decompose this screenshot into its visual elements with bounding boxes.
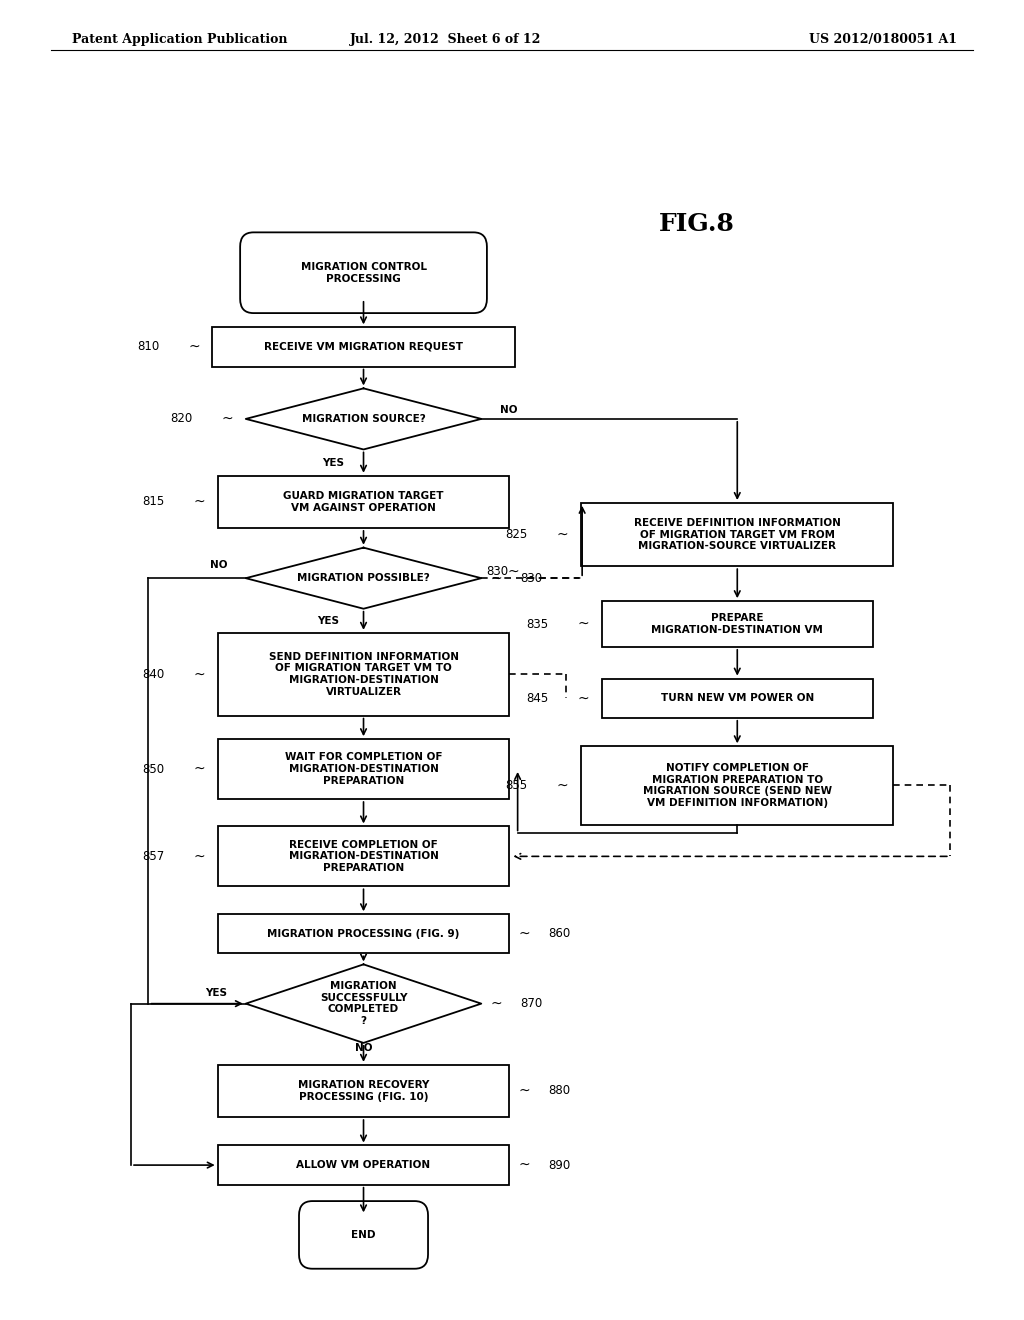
Text: ~: ~	[194, 762, 205, 776]
Text: ~: ~	[194, 667, 205, 681]
Text: 860: 860	[549, 928, 570, 940]
Text: ~: ~	[490, 997, 503, 1011]
Text: MIGRATION CONTROL
PROCESSING: MIGRATION CONTROL PROCESSING	[300, 261, 427, 284]
Text: SEND DEFINITION INFORMATION
OF MIGRATION TARGET VM TO
MIGRATION-DESTINATION
VIRT: SEND DEFINITION INFORMATION OF MIGRATION…	[268, 652, 459, 697]
FancyBboxPatch shape	[217, 475, 509, 528]
Text: ~: ~	[188, 341, 200, 354]
Text: MIGRATION POSSIBLE?: MIGRATION POSSIBLE?	[297, 573, 430, 583]
Text: 850: 850	[142, 763, 164, 776]
Text: 840: 840	[142, 668, 164, 681]
Text: NOTIFY COMPLETION OF
MIGRATION PREPARATION TO
MIGRATION SOURCE (SEND NEW
VM DEFI: NOTIFY COMPLETION OF MIGRATION PREPARATI…	[643, 763, 831, 808]
Text: GUARD MIGRATION TARGET
VM AGAINST OPERATION: GUARD MIGRATION TARGET VM AGAINST OPERAT…	[284, 491, 443, 512]
Text: ~: ~	[194, 495, 205, 508]
Text: NO: NO	[210, 560, 227, 570]
Text: ~: ~	[194, 849, 205, 863]
Text: END: END	[351, 1230, 376, 1239]
FancyBboxPatch shape	[601, 601, 872, 647]
FancyBboxPatch shape	[601, 678, 872, 718]
Text: 855: 855	[506, 779, 528, 792]
Text: ~: ~	[557, 779, 568, 792]
Text: 810: 810	[137, 341, 160, 354]
FancyBboxPatch shape	[213, 327, 514, 367]
Polygon shape	[246, 548, 481, 609]
Text: Jul. 12, 2012  Sheet 6 of 12: Jul. 12, 2012 Sheet 6 of 12	[350, 33, 541, 46]
FancyBboxPatch shape	[217, 739, 509, 799]
FancyBboxPatch shape	[240, 232, 487, 313]
Text: ALLOW VM OPERATION: ALLOW VM OPERATION	[297, 1160, 430, 1170]
Text: 820: 820	[170, 412, 193, 425]
Polygon shape	[246, 965, 481, 1043]
FancyBboxPatch shape	[217, 915, 509, 953]
Text: ~: ~	[490, 572, 503, 585]
Text: RECEIVE COMPLETION OF
MIGRATION-DESTINATION
PREPARATION: RECEIVE COMPLETION OF MIGRATION-DESTINAT…	[289, 840, 438, 873]
Text: 830: 830	[520, 572, 543, 585]
FancyBboxPatch shape	[582, 746, 893, 825]
Text: 880: 880	[549, 1085, 570, 1097]
Text: PREPARE
MIGRATION-DESTINATION VM: PREPARE MIGRATION-DESTINATION VM	[651, 614, 823, 635]
Text: 830: 830	[486, 565, 509, 578]
Text: 845: 845	[526, 692, 548, 705]
FancyBboxPatch shape	[217, 1146, 509, 1185]
Text: MIGRATION SOURCE?: MIGRATION SOURCE?	[302, 414, 425, 424]
Text: 890: 890	[549, 1159, 570, 1172]
FancyBboxPatch shape	[217, 826, 509, 886]
Text: 835: 835	[526, 618, 548, 631]
FancyBboxPatch shape	[582, 503, 893, 566]
Text: MIGRATION RECOVERY
PROCESSING (FIG. 10): MIGRATION RECOVERY PROCESSING (FIG. 10)	[298, 1080, 429, 1102]
Text: MIGRATION
SUCCESSFULLY
COMPLETED
?: MIGRATION SUCCESSFULLY COMPLETED ?	[319, 981, 408, 1026]
Text: RECEIVE DEFINITION INFORMATION
OF MIGRATION TARGET VM FROM
MIGRATION-SOURCE VIRT: RECEIVE DEFINITION INFORMATION OF MIGRAT…	[634, 517, 841, 552]
Text: US 2012/0180051 A1: US 2012/0180051 A1	[809, 33, 957, 46]
Text: ~: ~	[519, 927, 530, 941]
Text: WAIT FOR COMPLETION OF
MIGRATION-DESTINATION
PREPARATION: WAIT FOR COMPLETION OF MIGRATION-DESTINA…	[285, 752, 442, 785]
Text: YES: YES	[206, 987, 227, 998]
Text: YES: YES	[322, 458, 344, 467]
Text: MIGRATION PROCESSING (FIG. 9): MIGRATION PROCESSING (FIG. 9)	[267, 929, 460, 939]
FancyBboxPatch shape	[217, 632, 509, 715]
Text: 870: 870	[520, 997, 543, 1010]
Text: 857: 857	[142, 850, 164, 863]
Text: NO: NO	[500, 405, 517, 416]
Text: ~: ~	[508, 565, 519, 578]
Text: NO: NO	[354, 1043, 373, 1053]
Text: 815: 815	[142, 495, 164, 508]
Text: Patent Application Publication: Patent Application Publication	[72, 33, 287, 46]
Text: ~: ~	[519, 1084, 530, 1098]
Text: TURN NEW VM POWER ON: TURN NEW VM POWER ON	[660, 693, 814, 704]
Text: FIG.8: FIG.8	[658, 211, 734, 236]
FancyBboxPatch shape	[217, 1065, 509, 1117]
Text: ~: ~	[557, 528, 568, 541]
Text: ~: ~	[578, 692, 589, 705]
FancyBboxPatch shape	[299, 1201, 428, 1269]
Text: ~: ~	[221, 412, 233, 426]
Text: 825: 825	[506, 528, 528, 541]
Text: ~: ~	[519, 1158, 530, 1172]
Text: RECEIVE VM MIGRATION REQUEST: RECEIVE VM MIGRATION REQUEST	[264, 342, 463, 352]
Polygon shape	[246, 388, 481, 449]
Text: YES: YES	[316, 615, 339, 626]
Text: ~: ~	[578, 616, 589, 631]
